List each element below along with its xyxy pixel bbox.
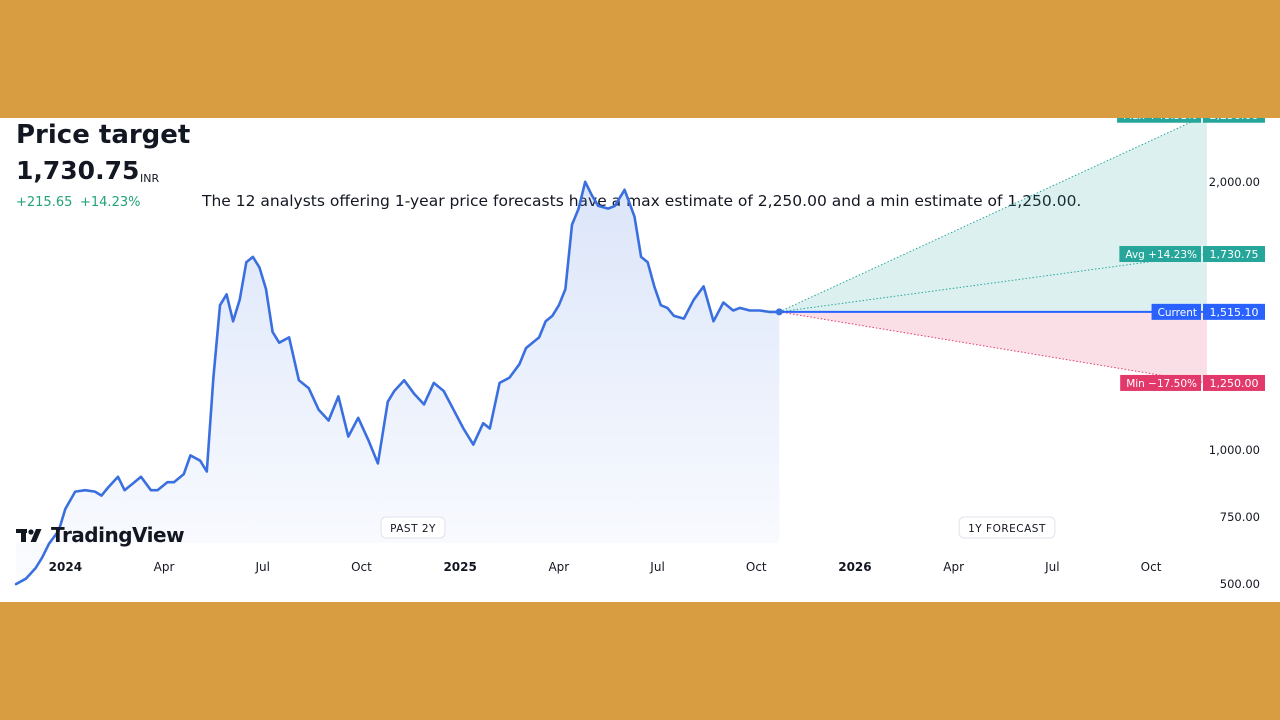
x-tick-label: Oct (1141, 560, 1162, 574)
min-value-tag (1203, 374, 1265, 391)
forecast-min-line (779, 311, 1208, 384)
x-tick-label: Oct (351, 560, 372, 574)
history-area (16, 181, 780, 585)
avg-label-text: Avg +14.23% (1125, 249, 1197, 261)
forecast-period-label-pill (958, 516, 1056, 539)
tradingview-logo-text: TradingView (51, 523, 185, 547)
currency-label: INR (140, 172, 160, 185)
current-value-tag (1203, 303, 1265, 320)
x-tick-label: Oct (746, 560, 767, 574)
forecast-max-line (779, 118, 1202, 313)
current-value-text: 1,515.10 (1210, 306, 1259, 319)
tradingview-logo-icon (16, 529, 42, 542)
x-tick-label: Jul (649, 560, 664, 574)
current-label-text: Current (1158, 307, 1197, 319)
x-tick-label: Apr (943, 560, 964, 574)
current-label-tag (1151, 303, 1201, 320)
forecast-description: The 12 analysts offering 1-year price fo… (202, 192, 1082, 210)
x-tick-label: Jul (255, 560, 270, 574)
min-label-text: Min −17.50% (1126, 378, 1197, 390)
price-forecast-chart[interactable]: 2,500.002,000.001,000.00750.00500.002024… (0, 118, 1280, 602)
forecast-period-label-text: 1Y FORECAST (968, 523, 1046, 535)
past-period-label-pill (380, 516, 446, 539)
x-tick-label: 2025 (443, 560, 476, 574)
x-tick-label: Apr (548, 560, 569, 574)
avg-label-tag (1119, 246, 1201, 263)
min-label-tag (1120, 374, 1201, 391)
y-tick-label: 500.00 (1220, 577, 1260, 591)
forecast-upside-area (779, 118, 1207, 312)
y-tick-label: 1,000.00 (1209, 443, 1260, 457)
price-target-value: 1,730.75 (16, 156, 140, 185)
y-tick-label: 750.00 (1220, 510, 1260, 524)
avg-value-text: 1,730.75 (1210, 248, 1259, 261)
change-absolute: +215.65 (16, 195, 73, 210)
x-tick-label: Apr (154, 560, 175, 574)
past-period-label-text: PAST 2Y (390, 523, 436, 535)
x-tick-label: Jul (1044, 560, 1059, 574)
x-tick-label: 2026 (838, 560, 871, 574)
max-label-tag (1117, 118, 1201, 123)
price-target-panel: Price target 1,730.75 INR +215.65 +14.23… (0, 118, 1280, 602)
forecast-downside-area (779, 311, 1207, 383)
tradingview-logo[interactable]: TradingView (16, 523, 185, 547)
price-history-line (14, 180, 781, 586)
max-value-tag (1203, 118, 1265, 123)
min-value-text: 1,250.00 (1210, 377, 1259, 390)
change-percent: +14.23% (80, 195, 141, 210)
max-value-text: 2,250.00 (1210, 118, 1259, 122)
y-tick-label: 2,000.00 (1209, 175, 1260, 189)
avg-value-tag (1203, 246, 1265, 263)
current-price-dot (775, 308, 783, 316)
x-tick-label: 2024 (49, 560, 82, 574)
page-title: Price target (16, 120, 191, 150)
max-label-text: Max +48.51% (1123, 118, 1197, 122)
